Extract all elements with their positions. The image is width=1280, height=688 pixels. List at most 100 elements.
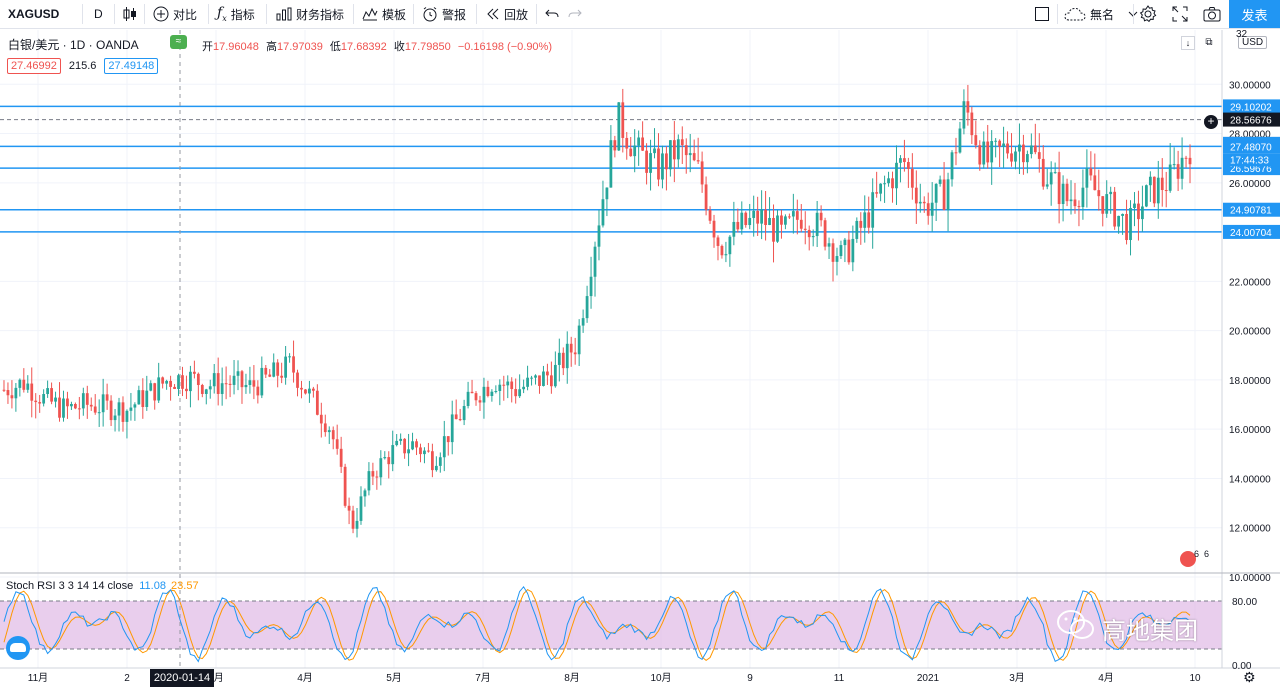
financials-button[interactable]: 财务指标 (276, 0, 344, 28)
tradingview-logo[interactable] (6, 636, 30, 660)
candle-body (173, 386, 176, 390)
candle-body (1097, 190, 1101, 197)
undo-button[interactable] (545, 0, 559, 28)
candle-body (427, 450, 430, 452)
candle-body (823, 220, 827, 247)
candles-icon (123, 6, 137, 22)
sell-price[interactable]: 27.46992 (7, 58, 61, 74)
candle-body (1037, 152, 1041, 159)
event-count-2: 6 (1204, 549, 1210, 559)
candle-body (914, 187, 918, 204)
indicators-label: 指标 (230, 7, 255, 22)
candle-body (641, 137, 645, 151)
candle-body (137, 390, 141, 405)
candle-body (157, 377, 161, 401)
candle-body (125, 410, 129, 422)
candle-body (101, 394, 105, 413)
snapshot-button[interactable] (1203, 0, 1221, 28)
candle-body (311, 388, 315, 391)
bar-chart-icon (276, 7, 292, 21)
candle-body (1006, 143, 1009, 154)
candle-body (843, 239, 847, 246)
time-tick-label: 2021 (917, 673, 940, 684)
toolbar-divider (1057, 4, 1058, 24)
candle-body (438, 457, 442, 466)
toolbar-divider (208, 4, 209, 24)
candle-body (994, 140, 998, 142)
candle-body (665, 153, 668, 170)
candle-body (1033, 145, 1037, 153)
candle-body (359, 496, 363, 521)
candle-body (240, 371, 244, 388)
indicator-toggle[interactable]: ≈ (170, 35, 187, 49)
candle-body (1117, 215, 1121, 227)
candle-body (847, 239, 851, 263)
time-tick-label: 11月 (28, 672, 48, 684)
candle-body (593, 246, 597, 277)
dividends-marker[interactable]: 6 6 (1180, 549, 1214, 569)
rsi-axis-ticks: 80.00 0.00 (1232, 597, 1257, 672)
currency-badge[interactable]: USD (1238, 36, 1268, 49)
candle-body (1014, 151, 1017, 162)
buy-price[interactable]: 27.49148 (104, 58, 159, 74)
candle-body (1010, 153, 1013, 162)
price-tick-label: 30.00000 (1229, 80, 1271, 91)
interval-button[interactable]: D (94, 0, 103, 28)
publish-button[interactable]: 发表 (1229, 0, 1280, 28)
candle-body (589, 276, 593, 297)
candle-body (419, 447, 422, 455)
candle-body (14, 387, 18, 399)
candle-body (434, 465, 438, 471)
candle-body (744, 212, 748, 226)
price-tick-label: 10.00000 (1229, 573, 1271, 584)
symbol-search[interactable]: XAGUSD (8, 0, 59, 28)
candle-body (189, 371, 192, 392)
candle-body (196, 373, 200, 386)
toolbar-divider (82, 4, 83, 24)
chart-type-button[interactable] (123, 0, 137, 28)
candle-body (514, 389, 518, 397)
close-value: 17.79850 (404, 41, 451, 53)
candle-body (617, 102, 621, 151)
chart-settings-button[interactable]: ⚙ (1243, 669, 1256, 686)
candle-body (335, 439, 339, 449)
logo-cloud-icon (10, 643, 26, 652)
candle-body (1105, 194, 1109, 214)
settings-button[interactable] (1139, 0, 1157, 28)
candle-body (760, 209, 764, 224)
open-value: 17.96048 (213, 41, 259, 53)
indicators-button[interactable]: ƒx 指标 (217, 0, 255, 28)
candlesticks (2, 84, 1192, 538)
candle-body (565, 343, 569, 369)
alert-button[interactable]: 警报 (422, 0, 466, 28)
scroll-down-button[interactable]: ↓ (1181, 36, 1195, 50)
candle-body (66, 398, 69, 407)
candle-body (613, 140, 617, 151)
replay-button[interactable]: 回放 (486, 0, 528, 28)
candle-body (1065, 183, 1069, 202)
candle-body (181, 375, 184, 389)
add-alert-button[interactable]: + (1204, 115, 1218, 129)
candle-body (680, 139, 684, 146)
fullscreen-button[interactable] (1172, 0, 1188, 28)
price-label-text: 28.56676 (1230, 116, 1272, 127)
candle-body (526, 377, 529, 387)
time-tick-label: 11 (834, 673, 845, 684)
candle-body (938, 179, 942, 184)
alert-label: 警报 (442, 7, 467, 22)
redo-button[interactable] (568, 0, 582, 28)
candle-body (26, 383, 30, 390)
compare-button[interactable]: 对比 (153, 0, 197, 28)
select-layout-button[interactable] (1034, 0, 1050, 28)
ohlc-legend: 开17.96048 高17.97039 低17.68392 收17.79850 … (202, 38, 552, 54)
maximize-pane-button[interactable]: ⧉ (1202, 36, 1216, 50)
add-circle-icon (153, 6, 169, 22)
candle-body (942, 179, 946, 210)
templates-button[interactable]: 模板 (362, 0, 406, 28)
candle-body (129, 407, 133, 411)
candle-body (768, 217, 771, 225)
candle-body (720, 245, 724, 256)
candle-body (1168, 164, 1172, 191)
candle-body (1188, 157, 1192, 165)
